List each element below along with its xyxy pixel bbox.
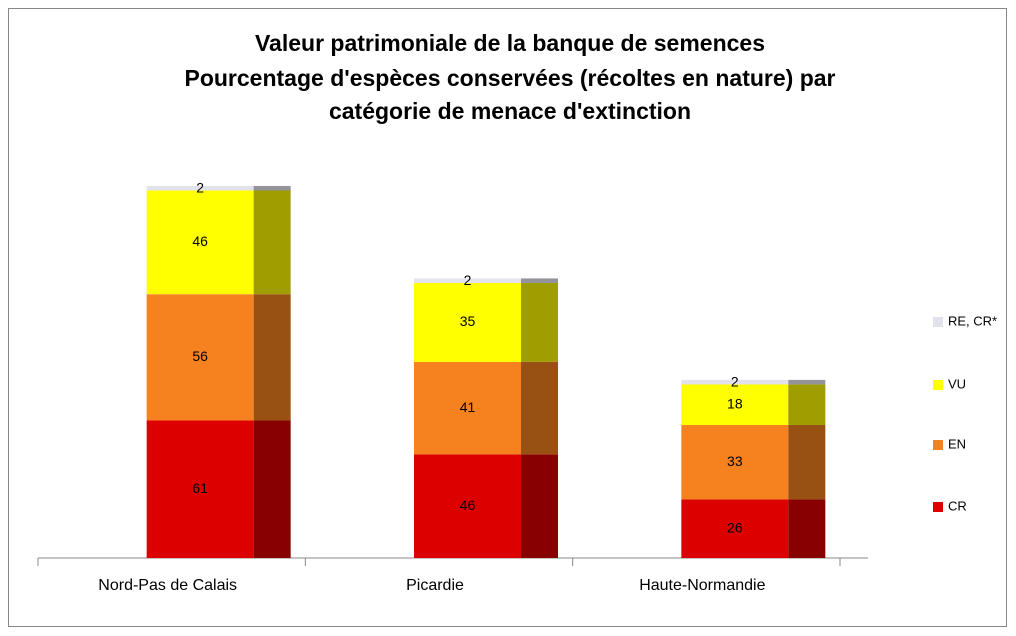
value-label: 41 xyxy=(460,399,476,415)
bar-side xyxy=(788,424,826,500)
chart-title: catégorie de menace d'extinction xyxy=(329,98,691,124)
legend-label: RE, CR* xyxy=(948,313,997,328)
legend-swatch xyxy=(933,317,943,327)
bar-segment xyxy=(414,278,521,283)
legend-label: VU xyxy=(948,376,966,391)
bar-segment xyxy=(681,384,789,425)
legend-swatch xyxy=(933,502,943,512)
bar-segment xyxy=(146,420,254,558)
bar-segment xyxy=(681,424,789,500)
bar-segment xyxy=(146,294,254,421)
bar-side xyxy=(788,499,826,558)
bar-side xyxy=(521,454,558,558)
value-label: 2 xyxy=(196,180,204,196)
bar-side xyxy=(253,186,291,191)
legend-label: EN xyxy=(948,436,966,451)
bar-segment xyxy=(146,186,254,191)
chart-title: Valeur patrimoniale de la banque de seme… xyxy=(255,30,765,56)
bar-segment xyxy=(681,499,789,558)
bar-side xyxy=(253,190,291,295)
value-label: 46 xyxy=(192,233,208,249)
value-label: 26 xyxy=(727,519,743,535)
legend-label: CR xyxy=(948,498,967,513)
legend-swatch xyxy=(933,440,943,450)
bar-side xyxy=(253,420,291,558)
bar-side xyxy=(521,361,558,455)
bar-segment xyxy=(146,190,254,295)
x-tick-label: Haute-Normandie xyxy=(639,577,765,594)
bar-side xyxy=(788,379,826,385)
bar-segment xyxy=(681,379,789,385)
bar-side xyxy=(521,278,558,283)
bar-side xyxy=(253,294,291,421)
legend-swatch xyxy=(933,380,943,390)
value-label: 2 xyxy=(731,374,739,390)
value-label: 18 xyxy=(727,395,743,411)
x-tick-label: Picardie xyxy=(406,577,464,594)
value-label: 35 xyxy=(460,313,476,329)
bar-side xyxy=(521,282,558,362)
value-label: 33 xyxy=(727,453,743,469)
x-tick-label: Nord-Pas de Calais xyxy=(98,577,237,594)
bar-segment xyxy=(414,282,521,362)
value-label: 56 xyxy=(192,348,208,364)
bar-segment xyxy=(414,454,521,558)
value-label: 2 xyxy=(464,272,472,288)
chart-title: Pourcentage d'espèces conservées (récolt… xyxy=(184,65,835,91)
value-label: 46 xyxy=(460,497,476,513)
bar-segment xyxy=(414,361,521,455)
bar-side xyxy=(788,384,826,425)
value-label: 61 xyxy=(192,480,208,496)
